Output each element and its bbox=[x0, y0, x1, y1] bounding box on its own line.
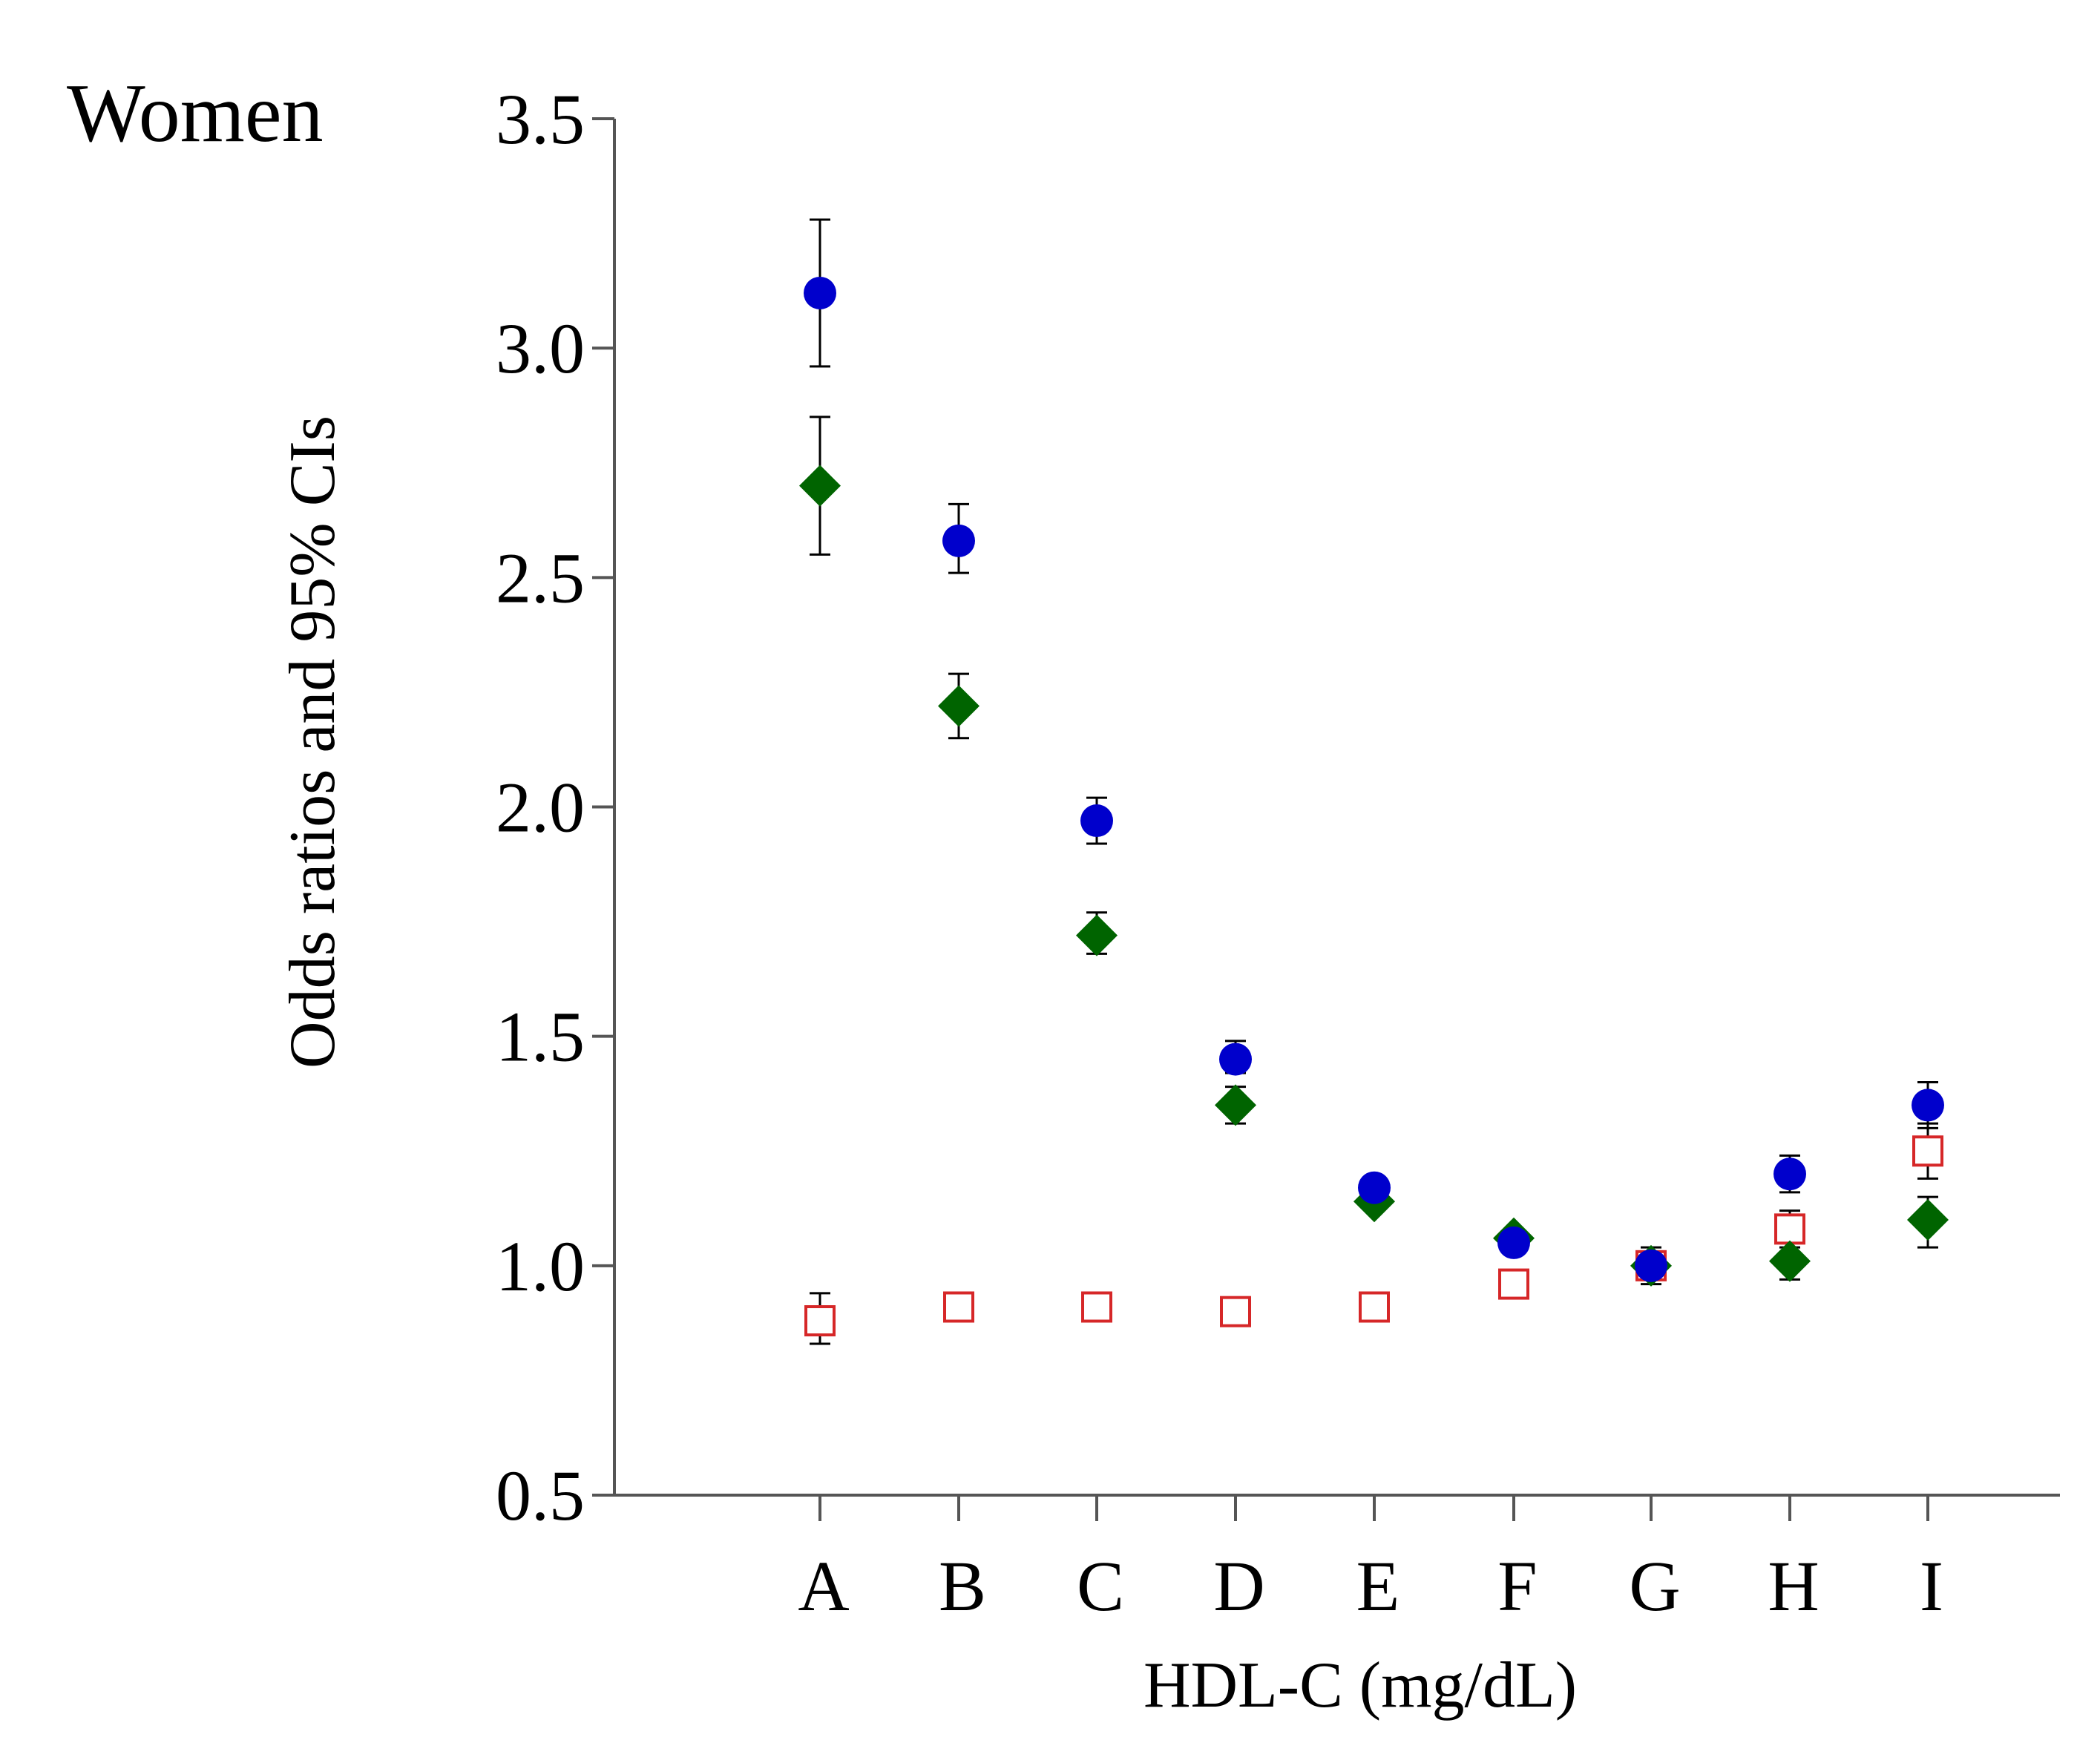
point-circle bbox=[1358, 1171, 1391, 1204]
point-circle bbox=[942, 524, 975, 557]
y-tick-label: 2.5 bbox=[496, 538, 585, 617]
x-tick-label: C bbox=[1077, 1546, 1124, 1626]
y-tick-label: 3.5 bbox=[496, 79, 585, 159]
point-open-square bbox=[943, 1291, 974, 1323]
x-tick-label: H bbox=[1768, 1546, 1819, 1626]
y-tick-label: 3.0 bbox=[496, 309, 585, 388]
point-circle bbox=[1773, 1158, 1806, 1191]
x-axis-title: HDL-C (mg/dL) bbox=[1143, 1649, 1577, 1721]
point-circle bbox=[1219, 1043, 1252, 1076]
point-diamond bbox=[938, 685, 980, 727]
x-tick-label: I bbox=[1920, 1546, 1943, 1626]
point-open-square bbox=[1220, 1296, 1251, 1327]
y-tick-label: 1.5 bbox=[496, 997, 585, 1077]
x-tick-label: E bbox=[1356, 1546, 1400, 1626]
point-open-square bbox=[1359, 1291, 1390, 1323]
point-diamond bbox=[799, 464, 841, 507]
point-open-square bbox=[804, 1305, 836, 1337]
point-open-square bbox=[1912, 1135, 1943, 1167]
x-tick-label: D bbox=[1213, 1546, 1264, 1626]
y-tick-label: 2.0 bbox=[496, 768, 585, 847]
point-diamond bbox=[1215, 1084, 1256, 1126]
x-tick-label: B bbox=[939, 1546, 986, 1626]
point-circle bbox=[1635, 1249, 1667, 1282]
point-open-square bbox=[1774, 1213, 1805, 1245]
x-ticks: A B C D E F G H I bbox=[798, 1495, 1943, 1626]
point-circle bbox=[1497, 1226, 1530, 1259]
point-diamond bbox=[1907, 1199, 1949, 1241]
x-tick-label: A bbox=[798, 1546, 849, 1626]
y-tick-label: 0.5 bbox=[496, 1456, 585, 1535]
x-tick-label: G bbox=[1629, 1546, 1680, 1626]
point-diamond bbox=[1769, 1240, 1811, 1282]
panel-title: Women bbox=[67, 68, 324, 160]
point-circle bbox=[1912, 1089, 1944, 1122]
data-markers bbox=[799, 276, 1949, 1337]
point-open-square bbox=[1498, 1268, 1529, 1300]
point-circle bbox=[804, 276, 836, 309]
y-axis-title: Odds ratios and 95% CIs bbox=[277, 416, 349, 1068]
y-tick-label: 1.0 bbox=[496, 1227, 585, 1306]
point-open-square bbox=[1081, 1291, 1112, 1323]
point-diamond bbox=[1076, 914, 1118, 956]
y-ticks: 0.5 1.0 1.5 2.0 2.5 3.0 3.5 bbox=[496, 79, 614, 1535]
point-circle bbox=[1080, 804, 1113, 838]
x-tick-label: F bbox=[1497, 1546, 1537, 1626]
